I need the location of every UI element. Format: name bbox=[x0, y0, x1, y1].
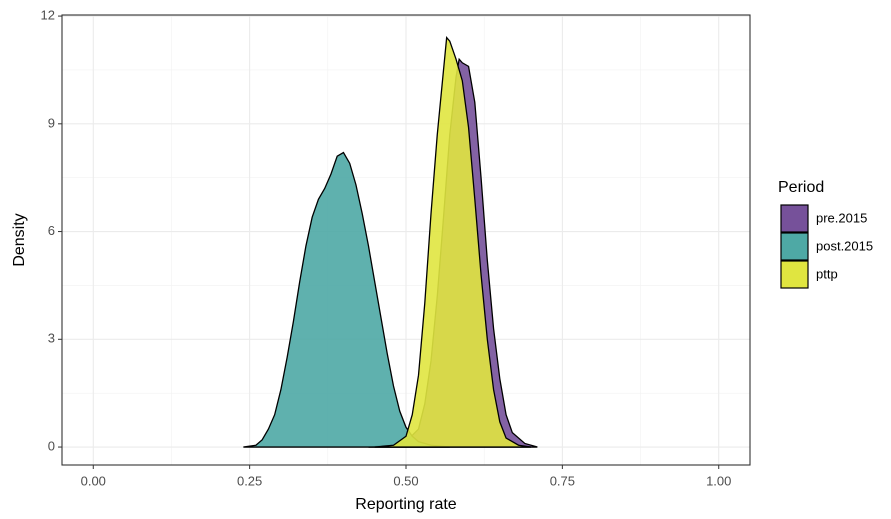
y-tick-label: 9 bbox=[48, 115, 55, 130]
x-tick-label: 0.00 bbox=[81, 473, 106, 488]
legend-title: Period bbox=[778, 179, 824, 196]
legend-key bbox=[780, 204, 809, 233]
legend-label: pre.2015 bbox=[816, 210, 867, 225]
y-axis-title: Density bbox=[11, 213, 28, 266]
x-axis-title: Reporting rate bbox=[355, 496, 456, 513]
x-tick-label: 0.75 bbox=[550, 473, 575, 488]
legend-label: post.2015 bbox=[816, 238, 873, 253]
legend-key bbox=[780, 260, 809, 289]
density-area bbox=[243, 151, 450, 448]
density-area bbox=[374, 36, 532, 448]
x-tick-label: 0.25 bbox=[237, 473, 262, 488]
legend-label: pttp bbox=[816, 266, 838, 281]
y-tick-label: 0 bbox=[48, 438, 55, 453]
y-tick-label: 6 bbox=[48, 223, 55, 238]
x-tick-label: 0.50 bbox=[393, 473, 418, 488]
y-tick-label: 3 bbox=[48, 331, 55, 346]
plot-border bbox=[61, 14, 751, 466]
legend-key bbox=[780, 232, 809, 261]
y-tick-label: 12 bbox=[41, 8, 55, 23]
x-tick-label: 1.00 bbox=[706, 473, 731, 488]
